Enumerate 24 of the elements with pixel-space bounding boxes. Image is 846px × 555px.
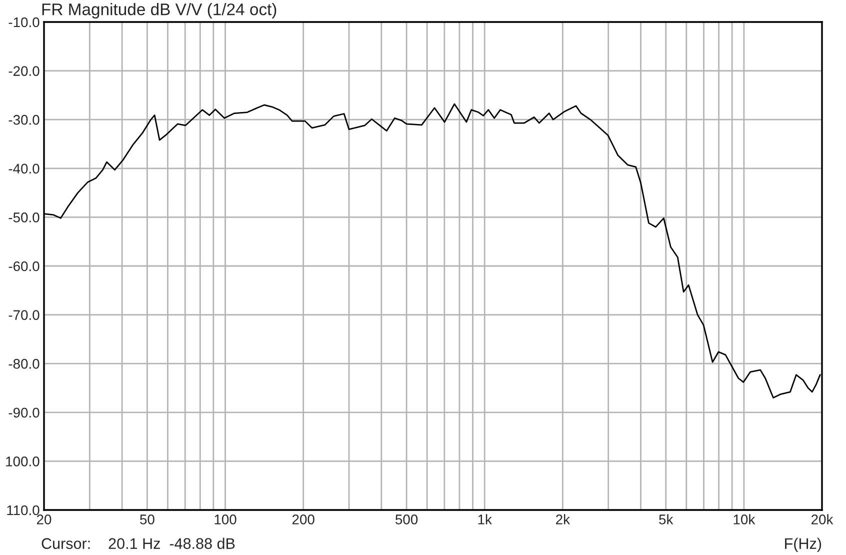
x-tick-label: 20 [36, 514, 52, 524]
x-tick-label: 20k [812, 514, 834, 524]
y-tick-label: -10.0 [8, 17, 40, 28]
x-tick-label: 2k [556, 514, 570, 524]
chart-title: FR Magnitude dB V/V (1/24 oct) [42, 3, 276, 19]
x-tick-label: 50 [140, 514, 154, 524]
y-tick-label: -70.0 [8, 310, 40, 320]
x-tick-label: 5k [659, 514, 674, 524]
x-tick-label: 1k [478, 514, 492, 524]
y-tick-label: -40.0 [8, 164, 40, 174]
y-tick-label: -60.0 [8, 261, 40, 272]
y-tick-label: -30.0 [8, 114, 40, 125]
x-tick-label: 200 [292, 514, 314, 524]
x-tick-label: 100 [214, 514, 236, 524]
y-tick-label: -80.0 [8, 358, 40, 369]
y-tick-label: -20.0 [8, 66, 40, 76]
text: Cursor: 20.1 Hz -48.88 dB [42, 538, 235, 549]
y-tick-label: 110.0 [7, 505, 40, 516]
y-tick-label: 100.0 [6, 456, 40, 466]
x-tick-label: 500 [396, 514, 418, 524]
y-tick-label: -50.0 [8, 212, 40, 222]
y-tick-label: -90.0 [8, 408, 40, 418]
x-axis-title: F(Hz) [785, 538, 822, 552]
x-tick-label: 10k [734, 514, 756, 524]
